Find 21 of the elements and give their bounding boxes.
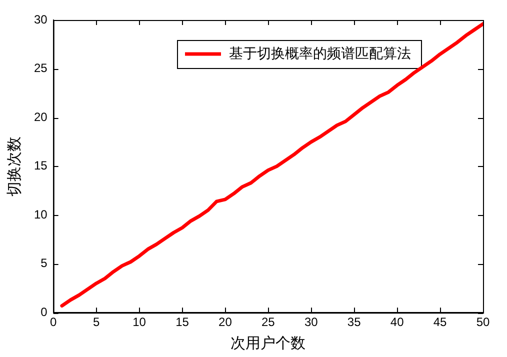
y-axis-title: 切换次数 [6,136,24,196]
y-tick-label: 15 [34,158,48,173]
x-tick-label: 0 [50,315,58,330]
x-tick-label: 15 [176,315,190,330]
y-tick-label: 0 [40,304,48,319]
x-tick-label: 5 [92,315,100,330]
y-tick-label: 5 [40,256,48,270]
y-tick-label: 30 [34,12,48,26]
x-tick-label: 45 [433,315,448,330]
x-tick-label: 25 [261,315,276,330]
legend-label: 基于切换概率的频谱匹配算法 [229,44,411,61]
y-tick-label: 10 [34,207,48,222]
x-tick-label: 30 [304,315,318,330]
x-axis-title: 次用户个数 [230,335,306,352]
y-tick-label: 25 [34,61,48,76]
x-tick-label: 20 [218,315,232,330]
y-tick-label: 20 [34,110,48,124]
x-tick-label: 10 [132,315,146,330]
x-tick-label: 35 [347,315,362,330]
x-tick-label: 40 [390,315,404,330]
x-tick-label: 50 [476,315,490,330]
